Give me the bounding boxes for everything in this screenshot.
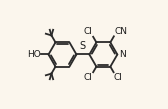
Text: Cl: Cl bbox=[84, 27, 93, 36]
Text: CN: CN bbox=[114, 27, 127, 36]
Text: Cl: Cl bbox=[84, 73, 93, 82]
Text: N: N bbox=[119, 50, 125, 59]
Text: S: S bbox=[80, 41, 86, 51]
Text: Cl: Cl bbox=[114, 73, 123, 82]
Text: HO: HO bbox=[27, 50, 41, 59]
